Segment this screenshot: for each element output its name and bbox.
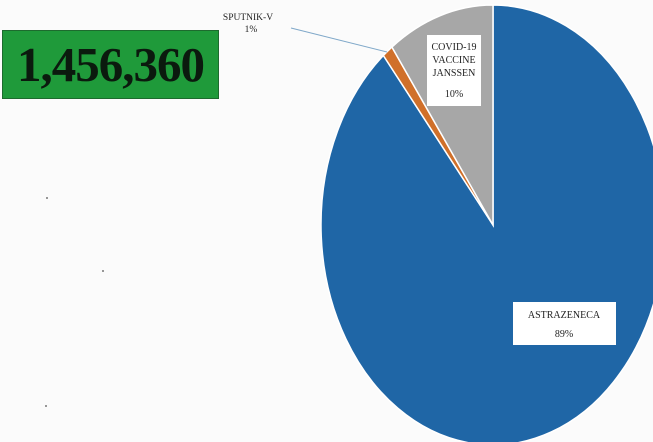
label-janssen-line1: COVID-19 [432,42,477,53]
stray-dot [102,270,104,272]
label-sputnik-name: SPUTNIK-V [223,13,273,23]
label-sputnik-pct: 1% [245,25,258,35]
label-astrazeneca-pct: 89% [555,329,573,340]
label-janssen-pct: 10% [445,89,463,100]
stray-dot [46,197,48,199]
label-janssen-line2: VACCINE [432,55,475,66]
label-astrazeneca-box [513,302,616,345]
label-astrazeneca-name: ASTRAZENECA [528,310,601,321]
stray-dot [45,405,47,407]
total-doses-value: 1,456,360 [2,30,219,99]
sputnik-leader-line [290,27,388,53]
label-janssen-box [427,35,481,106]
label-janssen-line3: JANSSEN [433,68,476,79]
